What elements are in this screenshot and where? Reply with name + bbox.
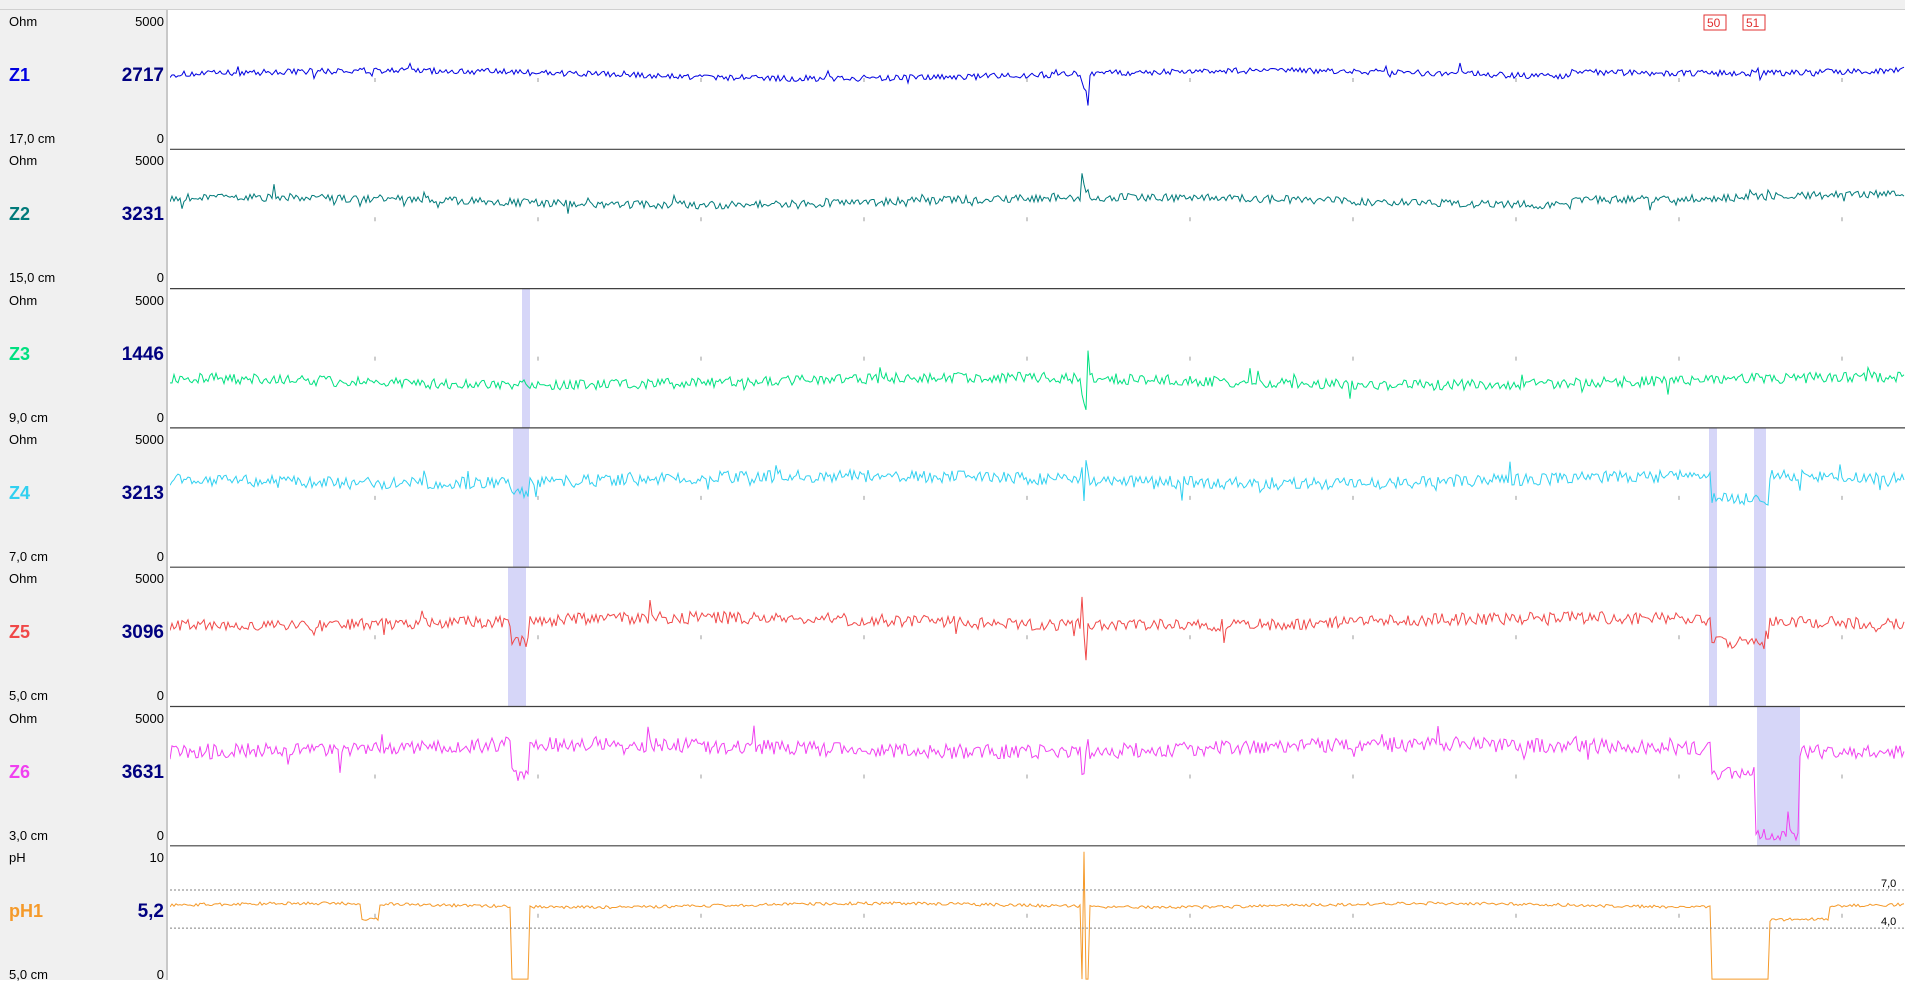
- channel-position-z3: 9,0 cm: [9, 409, 49, 425]
- channel-value-z4: 3213: [121, 482, 164, 504]
- event-marker-box-0: [1703, 14, 1727, 31]
- channel-max-z2: 5000: [135, 153, 164, 169]
- event-marker-label-1: 51: [1746, 16, 1760, 30]
- channel-min-z2: 0: [156, 270, 164, 286]
- channel-label-z6[interactable]: Ohm 5000 Z6 3631 3,0 cm 0: [0, 707, 168, 846]
- channel-position-z4: 7,0 cm: [9, 548, 49, 564]
- channel-value-z6: 3631: [121, 761, 164, 783]
- channel-max-z5: 5000: [135, 571, 164, 587]
- ph-reference-label-0: 7,0: [1881, 878, 1896, 890]
- channel-max-z4: 5000: [135, 431, 164, 447]
- channel-value-z3: 1446: [121, 343, 164, 365]
- channel-label-z3[interactable]: Ohm 5000 Z3 1446 9,0 cm 0: [0, 289, 168, 428]
- channel-value-z2: 3231: [121, 204, 164, 226]
- impedance-ph-chart[interactable]: 7,0 4,0 50 51: [170, 0, 1905, 980]
- trace-z4: [170, 460, 1905, 506]
- channel-label-ph1[interactable]: pH 10 pH1 5,2 5,0 cm 0: [0, 846, 168, 985]
- channel-min-z6: 0: [156, 827, 164, 843]
- trace-z1: [170, 62, 1905, 106]
- channel-name-z5: Z5: [9, 622, 31, 643]
- channel-unit-z4: Ohm: [9, 431, 38, 447]
- channel-label-z5[interactable]: Ohm 5000 Z5 3096 5,0 cm 0: [0, 567, 168, 706]
- channel-position-z5: 5,0 cm: [9, 688, 49, 704]
- bolus-region-5: [1757, 706, 1800, 846]
- channel-min-z5: 0: [156, 688, 164, 704]
- trace-z6: [170, 725, 1905, 842]
- channel-max-ph1: 10: [149, 849, 164, 865]
- channel-name-z6: Z6: [9, 761, 31, 782]
- channel-name-z4: Z4: [9, 482, 31, 503]
- channel-max-z3: 5000: [135, 292, 164, 308]
- channel-max-z6: 5000: [135, 710, 164, 726]
- channel-name-ph1: pH1: [9, 900, 44, 921]
- channel-unit-z1: Ohm: [9, 14, 38, 29]
- title-bar: [0, 0, 1905, 10]
- channel-min-z4: 0: [156, 548, 164, 564]
- channel-name-z3: Z3: [9, 343, 31, 364]
- channel-value-ph1: 5,2: [137, 900, 164, 922]
- trace-z5: [170, 596, 1905, 661]
- channel-unit-z5: Ohm: [9, 571, 38, 587]
- channel-unit-z6: Ohm: [9, 710, 38, 726]
- trace-z2: [170, 173, 1905, 214]
- channel-name-z1: Z1: [9, 65, 31, 85]
- event-marker-label-0: 50: [1707, 16, 1721, 30]
- trace-z3: [170, 350, 1905, 410]
- channel-position-z1: 17,0 cm: [9, 131, 56, 146]
- channel-unit-z3: Ohm: [9, 292, 38, 308]
- channel-unit-ph1: pH: [9, 849, 26, 865]
- channel-label-panel: Ohm 5000 Z1 2717 17,0 cm 0 Ohm 5000 Z2 3231 15,0 c…: [0, 10, 168, 982]
- channel-value-z5: 3096: [121, 622, 164, 644]
- channel-label-z4[interactable]: Ohm 5000 Z4 3213 7,0 cm 0: [0, 428, 168, 567]
- event-marker-box-1: [1742, 14, 1766, 31]
- bolus-region-1: [513, 427, 529, 568]
- bolus-region-2: [508, 567, 526, 707]
- channel-value-z1: 2717: [121, 65, 164, 86]
- channel-unit-z2: Ohm: [9, 153, 38, 169]
- bolus-region-0: [522, 288, 530, 428]
- trace-ph1: [170, 851, 1905, 980]
- channel-position-z6: 3,0 cm: [9, 827, 49, 843]
- channel-max-z1: 5000: [135, 14, 164, 29]
- channel-min-z3: 0: [156, 409, 164, 425]
- channel-min-ph1: 0: [156, 966, 164, 982]
- channel-position-ph1: 5,0 cm: [9, 966, 49, 982]
- channel-position-z2: 15,0 cm: [9, 270, 56, 286]
- channel-min-z1: 0: [156, 131, 164, 146]
- ph-reference-label-1: 4,0: [1881, 916, 1896, 928]
- channel-label-z2[interactable]: Ohm 5000 Z2 3231 15,0 cm 0: [0, 149, 168, 288]
- channel-label-z1[interactable]: Ohm 5000 Z1 2717 17,0 cm 0: [0, 10, 168, 149]
- channel-name-z2: Z2: [9, 204, 31, 225]
